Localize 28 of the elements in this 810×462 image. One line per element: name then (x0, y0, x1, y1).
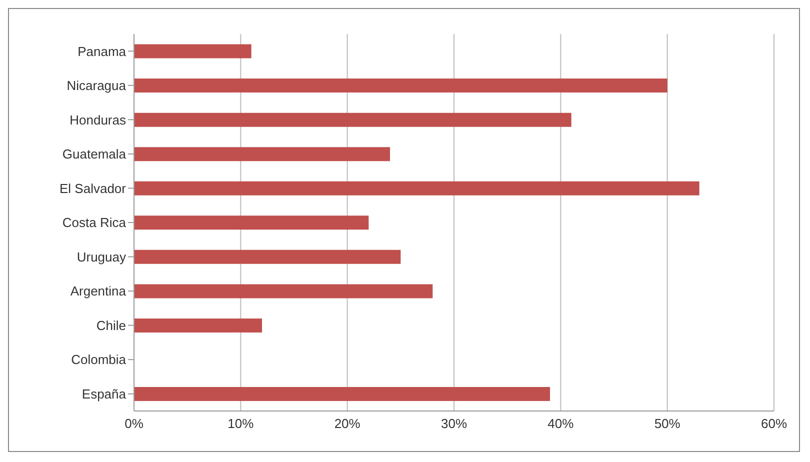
y-tick-label: Panama (78, 44, 127, 59)
y-tick-label: El Salvador (60, 180, 127, 196)
bar (134, 250, 401, 264)
bar (134, 284, 433, 298)
x-tick-label: 50% (654, 416, 681, 432)
y-tick-label: Costa Rica (62, 215, 127, 230)
bar (134, 318, 262, 332)
y-tick-label: Chile (96, 318, 126, 333)
bar (134, 112, 572, 127)
y-tick-label: Honduras (70, 112, 126, 128)
x-tick-label: 60% (760, 416, 788, 432)
y-tick-label: Argentina (70, 284, 127, 299)
y-tick-label: Colombia (71, 352, 127, 368)
x-tick-label: 20% (334, 416, 361, 432)
bar (134, 78, 668, 93)
x-tick-label: 40% (548, 416, 574, 432)
x-tick-label: 30% (440, 416, 468, 432)
y-tick-label: Guatemala (62, 146, 127, 162)
x-tick-label: 0% (124, 416, 144, 432)
y-tick-label: España (82, 386, 127, 402)
bar (134, 387, 550, 402)
y-tick-label: Uruguay (76, 249, 126, 264)
bar (134, 216, 369, 230)
bar (134, 147, 390, 162)
y-tick-label: Nicaragua (66, 78, 127, 94)
bar (134, 44, 252, 58)
x-tick-label: 10% (228, 416, 254, 432)
bar (134, 181, 700, 196)
